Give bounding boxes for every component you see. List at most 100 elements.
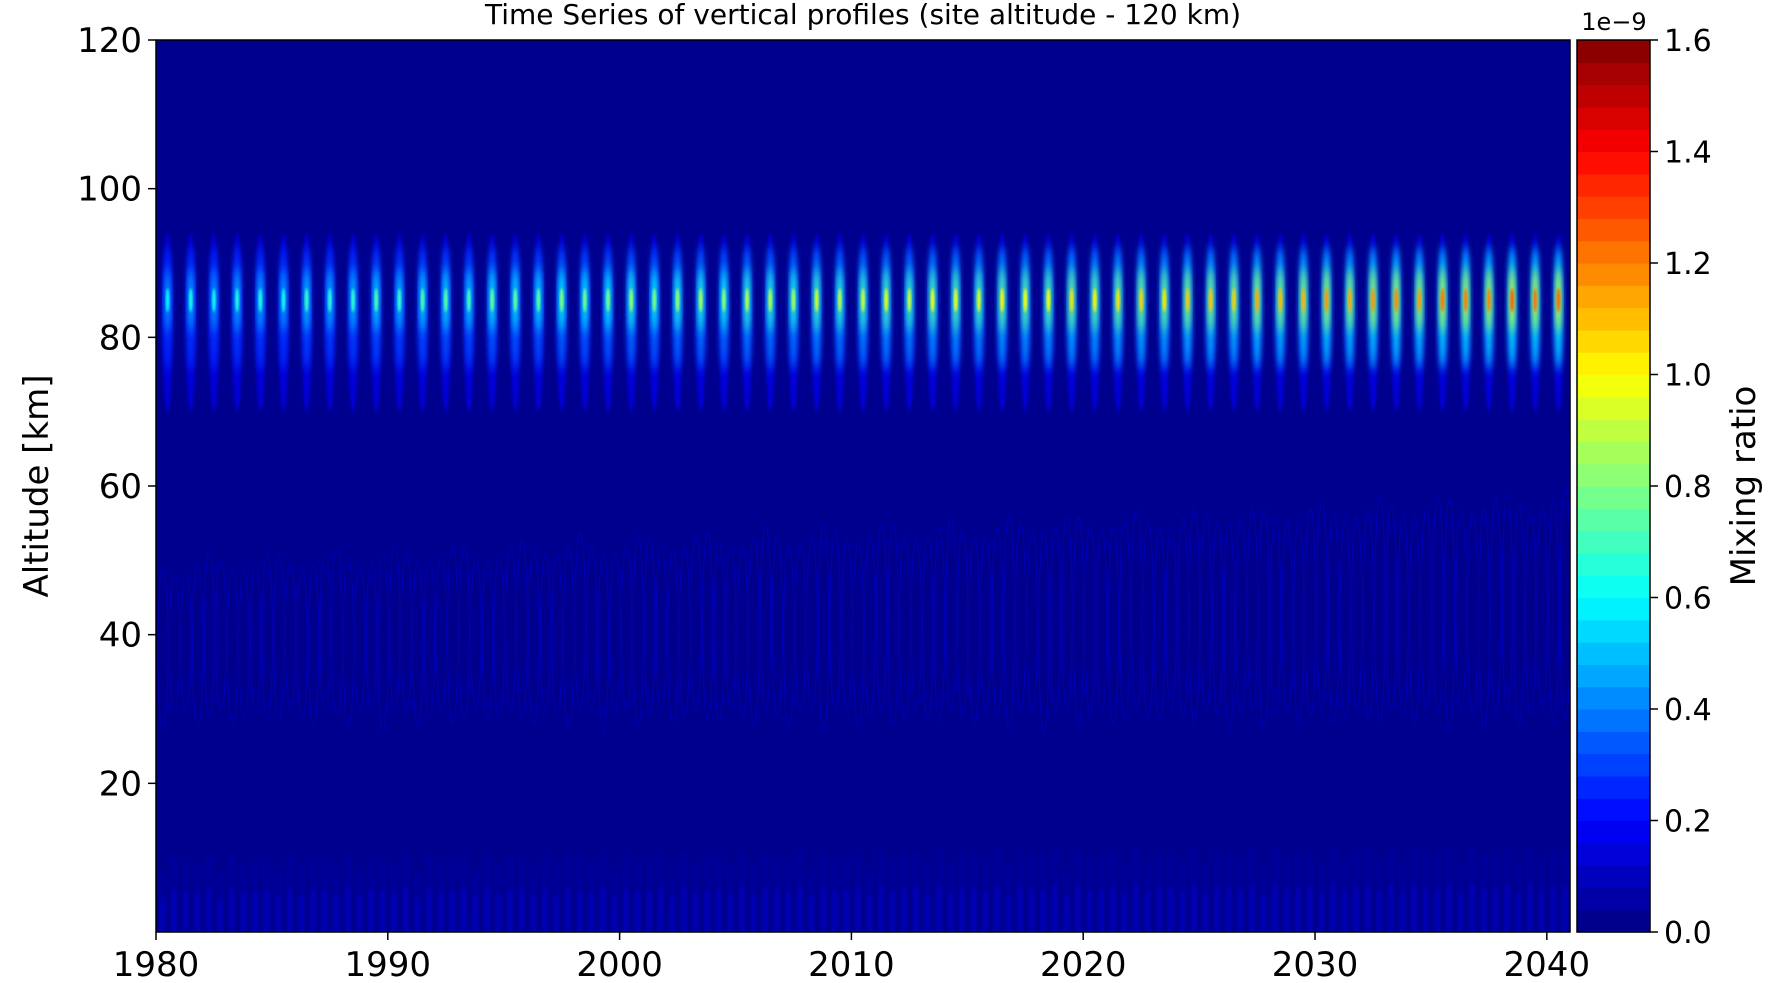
strat-lobe <box>876 525 888 710</box>
strat-lobe <box>1281 521 1293 711</box>
meso-peak <box>950 233 961 412</box>
strat-lobe <box>539 555 551 711</box>
colorbar-level <box>1577 106 1650 130</box>
tropo-core <box>1527 884 1533 932</box>
meso-peak-value <box>1185 288 1190 313</box>
colorbar-level <box>1577 486 1650 509</box>
colorbar-level <box>1577 352 1650 376</box>
plot-area <box>155 39 1571 933</box>
meso-peak-value <box>652 288 657 313</box>
colorbar-level <box>1577 173 1650 197</box>
tropo-core <box>982 892 988 932</box>
tropo-core <box>1446 884 1452 932</box>
colorbar-level <box>1577 575 1650 599</box>
strat-lobe <box>215 560 227 711</box>
tropo-core <box>554 895 559 932</box>
colorbar-level <box>1577 307 1650 331</box>
strat-lobe <box>342 558 354 729</box>
y-tick-label: 20 <box>99 764 142 804</box>
colorbar-offset-text: 1e−9 <box>1581 8 1646 36</box>
tropo-core <box>1423 887 1429 932</box>
tropo-core <box>333 895 339 932</box>
tropo-core <box>623 888 629 932</box>
meso-peak-value <box>1324 288 1329 313</box>
tropo-core <box>1318 893 1324 932</box>
strat-lobe <box>377 554 389 732</box>
colorbar-level <box>1577 775 1650 799</box>
tropo-core <box>368 889 374 932</box>
meso-peak <box>1112 233 1123 412</box>
tropo-core <box>1469 885 1475 932</box>
strat-lobe <box>1246 506 1258 713</box>
meso-peak-value <box>490 288 494 313</box>
strat-lobe <box>1339 517 1351 719</box>
meso-peak <box>997 233 1008 412</box>
meso-peak-value <box>235 288 239 313</box>
y-tick-label: 40 <box>99 616 142 656</box>
strat-lobe <box>690 535 702 710</box>
tropo-core <box>924 894 930 932</box>
strat-lobe <box>1374 495 1386 723</box>
x-tick-label: 2020 <box>1040 945 1127 983</box>
strat-lobe <box>945 516 957 710</box>
meso-peak <box>881 233 892 412</box>
colorbar-level <box>1577 619 1650 643</box>
tropo-core <box>1284 889 1290 932</box>
strat-lobe <box>1432 496 1444 715</box>
strat-lobe <box>1212 522 1224 715</box>
tropo-core <box>878 886 884 932</box>
meso-peak-value <box>629 288 633 313</box>
strat-lobe <box>169 572 181 714</box>
meso-peak-value <box>1069 288 1074 313</box>
meso-peak <box>1228 233 1239 412</box>
meso-peak <box>208 233 219 412</box>
tropo-core <box>1376 891 1382 932</box>
colorbar-gradient <box>1577 40 1650 933</box>
tropo-core <box>1330 885 1336 932</box>
meso-peak <box>1136 233 1147 412</box>
meso-peak <box>811 233 822 412</box>
meso-peak-value <box>1487 288 1491 313</box>
tropo-core <box>1388 884 1394 932</box>
meso-peak-value <box>884 288 888 313</box>
y-axis: 20 40 60 80 100 120 <box>77 21 156 804</box>
colorbar-level <box>1577 263 1650 286</box>
strat-lobe <box>250 564 262 710</box>
strat-lobe <box>1409 514 1421 726</box>
meso-peak-value <box>212 288 216 313</box>
meso-peak-value <box>838 288 842 313</box>
tropo-core <box>530 894 536 932</box>
strat-lobe <box>505 544 517 710</box>
meso-peak <box>1530 233 1541 412</box>
strat-lobe <box>760 524 772 711</box>
colorbar-tick-label: 0.2 <box>1664 805 1712 840</box>
strat-lobe <box>331 547 343 716</box>
strat-lobe <box>1038 532 1050 731</box>
meso-peak <box>278 233 289 412</box>
tropo-core <box>438 892 443 932</box>
strat-lobe <box>458 545 470 719</box>
strat-lobe <box>968 535 980 726</box>
meso-peak-value <box>745 288 749 313</box>
strat-lobe <box>829 529 841 714</box>
tropo-core <box>1179 891 1185 932</box>
meso-peak <box>1205 233 1216 412</box>
colorbar-level <box>1577 129 1650 153</box>
tropo-core <box>716 888 722 932</box>
strat-lobe <box>933 526 945 722</box>
tropo-core <box>1504 885 1510 932</box>
meso-peak-value <box>258 288 263 313</box>
meso-peak <box>695 233 706 412</box>
meso-peak-value <box>583 288 587 313</box>
colorbar-level <box>1577 709 1650 732</box>
strat-lobe <box>1131 508 1143 710</box>
tropo-core <box>403 888 409 932</box>
strat-lobe <box>1536 507 1548 710</box>
tropo-core <box>391 893 397 932</box>
tropo-core <box>1006 894 1011 932</box>
meso-peak-value <box>443 288 448 313</box>
meso-peak-value <box>397 288 402 313</box>
colorbar-label: Mixing ratio <box>1724 386 1764 587</box>
tropo-core <box>1434 889 1440 932</box>
